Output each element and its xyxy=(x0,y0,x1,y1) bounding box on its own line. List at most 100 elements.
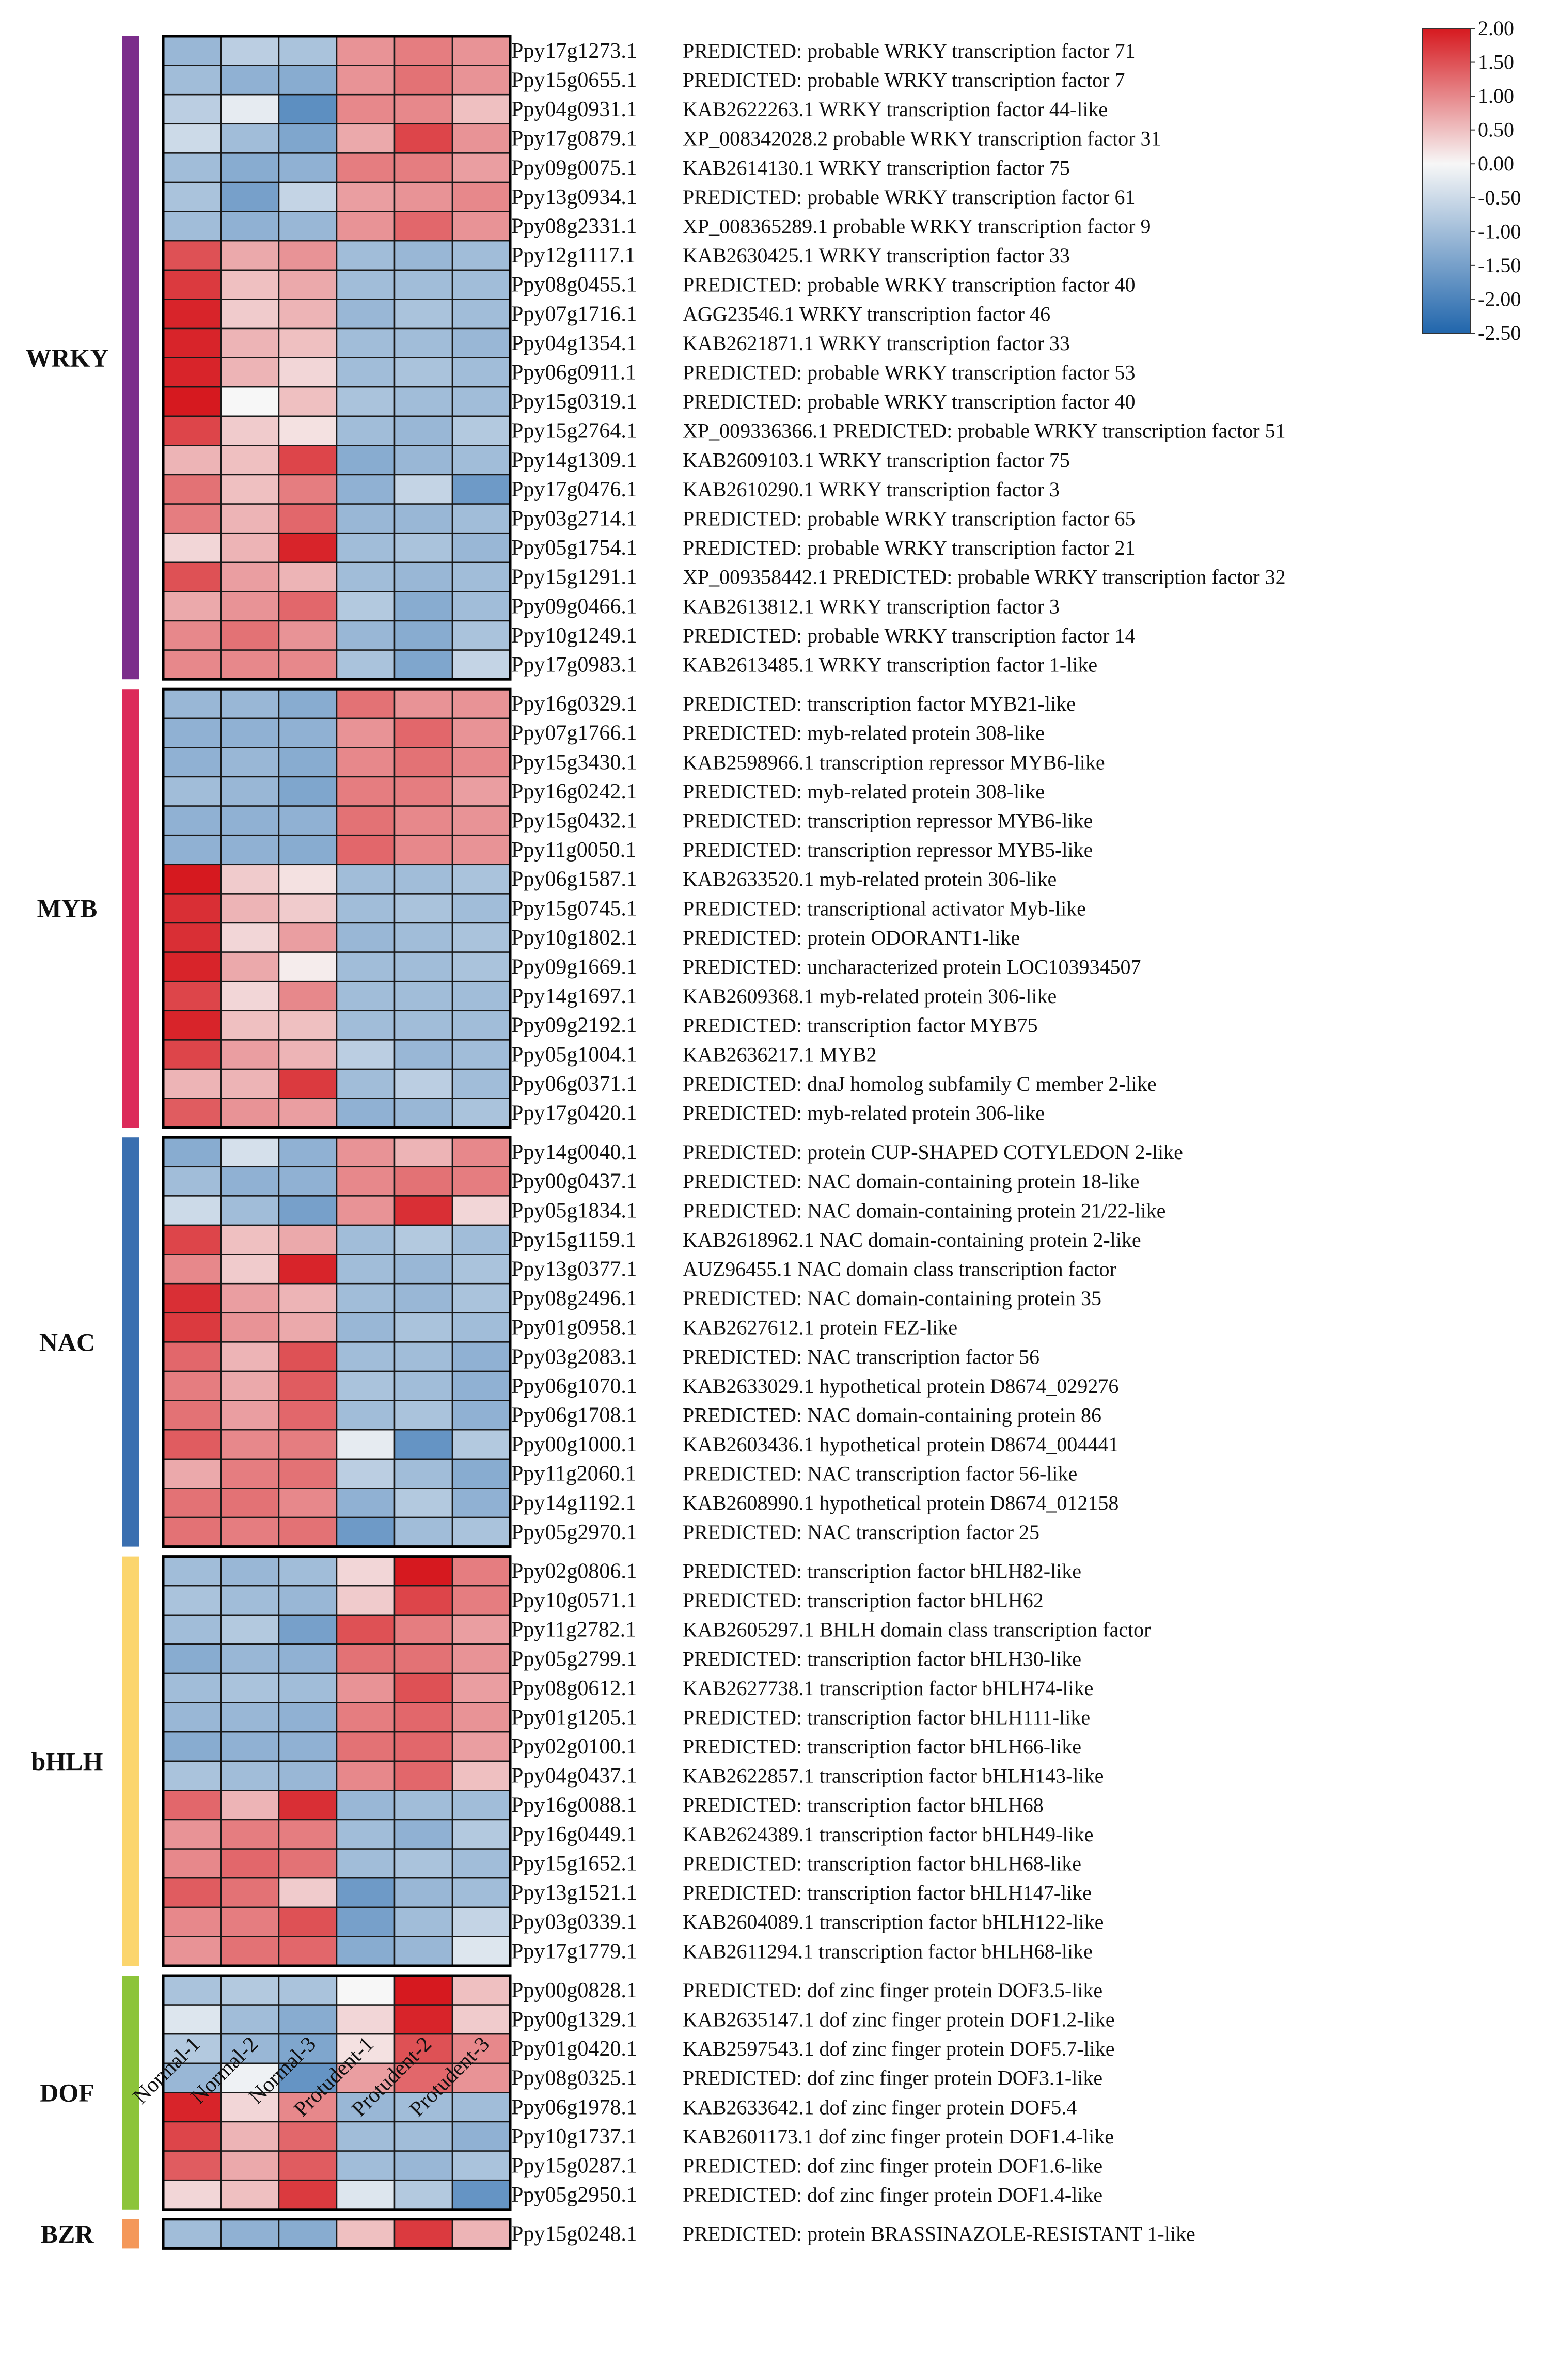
heatmap-cell xyxy=(336,1516,396,1547)
heatmap-cell xyxy=(336,1458,396,1489)
heatmap-cell xyxy=(220,474,280,505)
row-gene-id: Ppy14g1697.1 xyxy=(511,984,637,1008)
heatmap-cell xyxy=(336,65,396,96)
heatmap-cell xyxy=(278,1370,338,1401)
row-gene-id: Ppy04g0931.1 xyxy=(511,98,637,121)
row-description: PREDICTED: probable WRKY transcription f… xyxy=(683,536,1135,559)
heatmap-cell xyxy=(336,951,396,982)
heatmap-cell xyxy=(220,2004,280,2035)
heatmap-cell xyxy=(451,152,511,183)
heatmap-cell xyxy=(162,1848,222,1879)
heatmap-cell xyxy=(451,1556,511,1587)
heatmap-cell xyxy=(336,445,396,476)
heatmap-cell xyxy=(451,1585,511,1616)
heatmap-cell xyxy=(451,1643,511,1674)
heatmap-cell xyxy=(393,1556,453,1587)
row-description: PREDICTED: myb-related protein 308-like xyxy=(683,780,1045,803)
heatmap-cell xyxy=(336,240,396,271)
heatmap-cell xyxy=(220,561,280,592)
heatmap-cell xyxy=(220,1010,280,1041)
row-description: PREDICTED: dof zinc finger protein DOF1.… xyxy=(683,2154,1102,2177)
heatmap-cell xyxy=(162,747,222,778)
row-gene-id: Ppy05g2799.1 xyxy=(511,1647,637,1671)
row-labels: Ppy17g1273.1 PREDICTED: probable WRKY tra… xyxy=(511,39,1286,2246)
heatmap-cell xyxy=(451,1760,511,1791)
heatmap-cell xyxy=(451,1702,511,1733)
family-bar xyxy=(122,1976,139,2210)
family-bar xyxy=(122,1556,139,1966)
heatmap-cell xyxy=(220,1254,280,1285)
family-block-outline xyxy=(162,1974,512,2211)
row-description: PREDICTED: transcription factor bHLH30-l… xyxy=(683,1647,1081,1670)
heatmap-cell xyxy=(336,1936,396,1967)
family-bar xyxy=(122,689,139,1128)
heatmap-cell xyxy=(220,123,280,154)
heatmap-cell xyxy=(220,922,280,953)
heatmap-cell xyxy=(336,1341,396,1372)
row-description: KAB2605297.1 BHLH domain class transcrip… xyxy=(683,1618,1151,1641)
heatmap-cell xyxy=(336,1643,396,1674)
heatmap-cell xyxy=(278,327,338,358)
row-description: PREDICTED: transcription factor bHLH147-… xyxy=(683,1881,1092,1904)
heatmap-cell xyxy=(162,1702,222,1733)
heatmap-cell xyxy=(220,864,280,895)
heatmap-cell xyxy=(162,503,222,534)
heatmap-cell xyxy=(393,1906,453,1937)
heatmap-cell xyxy=(336,2150,396,2181)
heatmap-cell xyxy=(220,1195,280,1226)
row-gene-id: Ppy16g0242.1 xyxy=(511,780,637,804)
heatmap-cell xyxy=(278,2004,338,2035)
heatmap-cell xyxy=(336,620,396,651)
row-description: PREDICTED: transcription factor bHLH62 xyxy=(683,1589,1044,1612)
heatmap-cell xyxy=(162,2179,222,2211)
family-block-outline xyxy=(162,1555,512,1967)
row-description: PREDICTED: dof zinc finger protein DOF3.… xyxy=(683,1979,1102,2002)
row-description: PREDICTED: protein BRASSINAZOLE-RESISTAN… xyxy=(683,2222,1195,2246)
heatmap-cell xyxy=(393,415,453,446)
row-gene-id: Ppy09g0466.1 xyxy=(511,594,637,618)
heatmap-cell xyxy=(451,1224,511,1255)
heatmap-cell xyxy=(162,1488,222,1518)
row-gene-id: Ppy01g0958.1 xyxy=(511,1316,637,1340)
heatmap-cell xyxy=(162,1370,222,1401)
heatmap-cell xyxy=(393,1312,453,1343)
heatmap-cell xyxy=(278,1848,338,1879)
heatmap-cell xyxy=(451,922,511,953)
heatmap-cell xyxy=(278,357,338,388)
row-description: KAB2621871.1 WRKY transcription factor 3… xyxy=(683,332,1070,355)
heatmap-cell xyxy=(278,415,338,446)
heatmap-cell xyxy=(220,1906,280,1937)
row-description: PREDICTED: transcription factor bHLH111-… xyxy=(683,1705,1090,1729)
row-gene-id: Ppy02g0100.1 xyxy=(511,1735,637,1759)
heatmap-cell xyxy=(393,1039,453,1070)
heatmap-cell xyxy=(220,1098,280,1129)
heatmap-cell xyxy=(336,1585,396,1616)
row-description: PREDICTED: transcription repressor MYB5-… xyxy=(683,838,1093,862)
heatmap-cell xyxy=(278,1702,338,1733)
heatmap-cell xyxy=(393,951,453,982)
heatmap-cell xyxy=(336,1488,396,1518)
row-gene-id: Ppy09g0075.1 xyxy=(511,156,637,180)
heatmap-cell xyxy=(220,1760,280,1791)
heatmap-cell xyxy=(336,1848,396,1879)
heatmap-cell xyxy=(278,503,338,534)
row-gene-id: Ppy13g0377.1 xyxy=(511,1257,637,1281)
heatmap-cell xyxy=(393,327,453,358)
heatmap-cell xyxy=(451,35,511,66)
heatmap-cell xyxy=(162,1643,222,1674)
heatmap-cell xyxy=(451,688,511,719)
heatmap-cell xyxy=(162,1877,222,1908)
row-description: KAB2608990.1 hypothetical protein D8674_… xyxy=(683,1491,1118,1514)
family-bar xyxy=(122,36,139,680)
row-description: KAB2635147.1 dof zinc finger protein DOF… xyxy=(683,2008,1115,2031)
heatmap-cell xyxy=(220,1556,280,1587)
heatmap-cell xyxy=(220,1936,280,1967)
heatmap-cell xyxy=(278,35,338,66)
heatmap-cell xyxy=(393,1819,453,1850)
colorbar-tick-label: -1.50 xyxy=(1478,254,1521,277)
heatmap-cell xyxy=(393,1672,453,1703)
heatmap-cell xyxy=(220,1136,280,1168)
heatmap-cell xyxy=(278,1136,338,1168)
heatmap-cell xyxy=(220,1458,280,1489)
heatmap-cell xyxy=(278,1098,338,1129)
